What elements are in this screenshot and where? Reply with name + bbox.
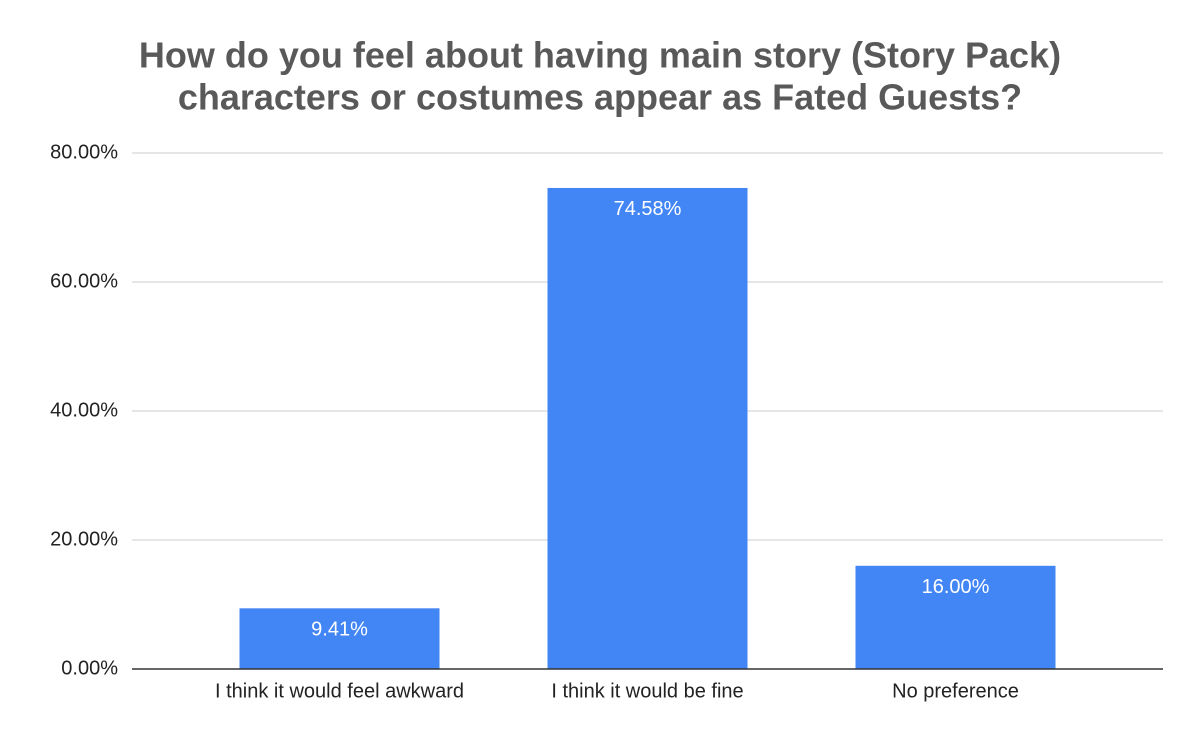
x-tick-label: I think it would be fine (551, 680, 743, 702)
value-label: 16.00% (922, 576, 990, 598)
value-label: 74.58% (614, 198, 682, 220)
bar (239, 608, 440, 669)
y-tick-label: 80.00% (50, 141, 118, 163)
bar (547, 187, 748, 670)
chart-title: How do you feel about having main story … (139, 35, 1061, 76)
y-tick-label: 0.00% (61, 657, 118, 679)
x-tick-label: I think it would feel awkward (215, 680, 464, 702)
y-tick-label: 20.00% (50, 528, 118, 550)
value-label: 9.41% (311, 619, 368, 641)
chart-title: characters or costumes appear as Fated G… (178, 77, 1022, 118)
x-tick-label: No preference (892, 680, 1019, 702)
y-tick-label: 60.00% (50, 270, 118, 292)
bar (855, 565, 1056, 669)
y-tick-label: 40.00% (50, 399, 118, 421)
